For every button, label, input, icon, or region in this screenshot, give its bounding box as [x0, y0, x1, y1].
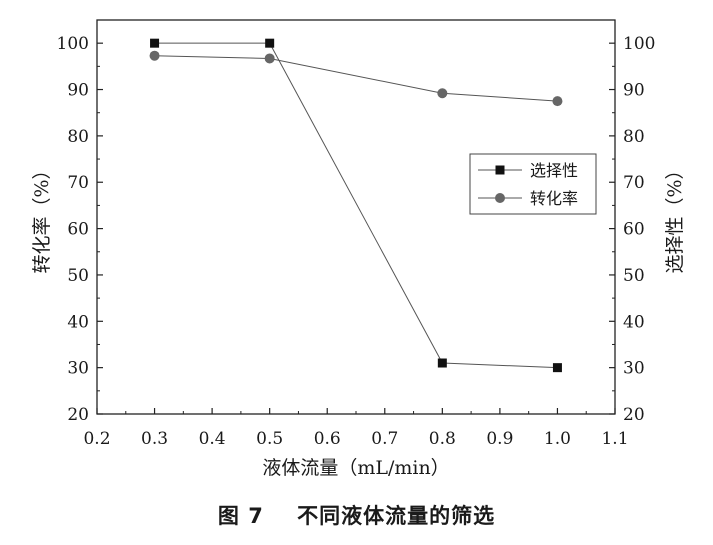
y-axis-left-title: 转化率（%）: [31, 160, 53, 273]
x-tick-label: 0.8: [429, 429, 456, 449]
data-point-square: [437, 358, 447, 368]
y-right-tick-label: 100: [623, 34, 655, 54]
y-left-tick-label: 70: [67, 173, 89, 193]
tick-labels: 0.2 0.3 0.4 0.5 0.6 0.7 0.8 0.9 1.0 1.1 20 20 30 30 40…: [57, 34, 656, 449]
y-left-tick-label: 50: [67, 266, 89, 286]
data-point-square: [150, 38, 160, 48]
y-left-tick-label: 60: [67, 220, 89, 240]
y-left-tick-label: 80: [67, 127, 89, 147]
series-line-square: [154, 42, 558, 369]
legend-label: 转化率: [530, 189, 578, 208]
x-tick-label: 0.7: [371, 429, 398, 449]
y-right-tick-label: 50: [623, 266, 645, 286]
y-right-tick-label: 90: [623, 81, 645, 101]
series-line-circle: [154, 55, 558, 102]
y-right-tick-label: 80: [623, 127, 645, 147]
data-point-square: [265, 38, 275, 48]
series-layer: [149, 38, 563, 373]
legend-marker-square: [495, 165, 505, 175]
legend-label: 选择性: [530, 161, 578, 180]
figure-label: 图 7: [217, 504, 264, 528]
y-axis-right-title: 选择性（%）: [664, 160, 686, 273]
y-left-tick-label: 100: [57, 34, 89, 54]
x-axis-title: 液体流量（mL/min）: [262, 457, 449, 479]
y-left-tick-label: 20: [67, 405, 89, 425]
y-right-tick-label: 60: [623, 220, 645, 240]
chart: 0.2 0.3 0.4 0.5 0.6 0.7 0.8 0.9 1.0 1.1 20 20 30 30 40…: [31, 19, 686, 479]
data-point-circle: [552, 96, 563, 107]
x-tick-label: 0.2: [83, 429, 110, 449]
data-point-circle: [149, 50, 160, 61]
x-tick-label: 0.3: [141, 429, 168, 449]
plot-frame: [96, 19, 616, 415]
y-left-tick-label: 30: [67, 359, 89, 379]
y-right-tick-label: 30: [623, 359, 645, 379]
x-tick-label: 0.6: [314, 429, 341, 449]
figure-caption: 图 7 不同液体流量的筛选: [0, 500, 713, 530]
x-tick-label: 0.4: [199, 429, 226, 449]
y-right-tick-label: 20: [623, 405, 645, 425]
y-right-tick-label: 70: [623, 173, 645, 193]
legend-box: [469, 153, 597, 215]
figure-title: 不同液体流量的筛选: [297, 504, 496, 528]
x-tick-label: 1.1: [601, 429, 628, 449]
axes-frame: [96, 19, 616, 415]
data-point-square: [552, 363, 562, 373]
data-point-circle: [437, 88, 448, 99]
y-left-tick-label: 40: [67, 312, 89, 332]
x-tick-label: 0.9: [486, 429, 513, 449]
x-tick-label: 1.0: [544, 429, 571, 449]
data-point-circle: [264, 53, 275, 64]
legend-marker-circle: [495, 193, 505, 203]
y-left-tick-label: 90: [67, 81, 89, 101]
x-tick-label: 0.5: [256, 429, 283, 449]
y-right-tick-label: 40: [623, 312, 645, 332]
